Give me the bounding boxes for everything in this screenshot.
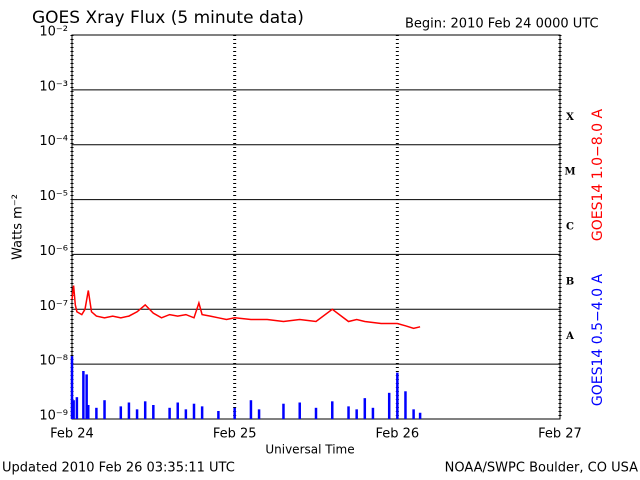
x-tick-label: Feb 25	[213, 427, 257, 442]
y-tick-label: 10⁻⁶	[39, 244, 68, 259]
y-tick-label: 10⁻⁹	[39, 409, 68, 424]
flare-class-label: A	[565, 331, 574, 342]
y-axis-label: Watts m⁻²	[11, 194, 26, 260]
flare-class-label: M	[564, 167, 575, 178]
flare-class-label: X	[566, 112, 574, 123]
footer-right: NOAA/SWPC Boulder, CO USA	[445, 461, 638, 476]
x-tick-label: Feb 24	[50, 427, 94, 442]
x-tick-label: Feb 26	[375, 427, 419, 442]
x-axis-label: Universal Time	[265, 443, 354, 457]
x-tick-label: Feb 27	[538, 427, 582, 442]
y-tick-label: 10⁻⁷	[39, 299, 68, 314]
subtitle: Begin: 2010 Feb 24 0000 UTC	[405, 17, 599, 32]
y-tick-label: 10⁻⁵	[39, 189, 68, 204]
legend-entry: GOES14 1.0−8.0 A	[590, 109, 606, 242]
y-tick-label: 10⁻²	[39, 25, 68, 40]
plot-frame	[71, 34, 561, 420]
y-tick-label: 10⁻⁸	[39, 354, 68, 369]
y-tick-label: 10⁻³	[39, 79, 68, 94]
flux-line	[71, 285, 421, 330]
legend-entry: GOES14 0.5−4.0 A	[590, 274, 606, 407]
y-tick-label: 10⁻⁴	[39, 134, 68, 149]
chart-title: GOES Xray Flux (5 minute data)	[32, 8, 304, 28]
footer-left: Updated 2010 Feb 26 03:35:11 UTC	[2, 461, 235, 476]
flare-class-label: B	[566, 276, 574, 287]
flare-class-label: C	[566, 222, 574, 233]
